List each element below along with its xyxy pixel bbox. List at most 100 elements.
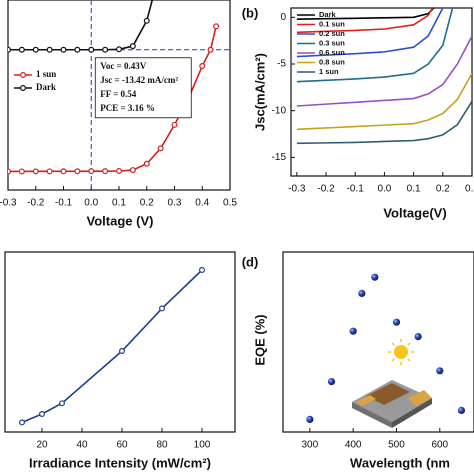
- x-tick-label: 0.0: [377, 184, 391, 195]
- y-tick-label: -15: [272, 152, 287, 163]
- data-point: [18, 168, 25, 175]
- x-tick-label: -0.2: [27, 198, 45, 209]
- plot-area: [19, 267, 206, 426]
- plot-frame: [290, 7, 473, 177]
- data-point: [88, 46, 95, 53]
- plot-area: [296, 8, 472, 145]
- data-point: [392, 318, 401, 326]
- data-point: [159, 305, 166, 312]
- legend-label: 0.8 sun: [319, 57, 345, 66]
- series-line: [21, 269, 203, 424]
- x-tick-label: 400: [345, 440, 362, 451]
- data-point: [60, 168, 67, 175]
- x-tick-label: 0.1: [112, 198, 126, 209]
- series-line: [296, 100, 472, 145]
- electrode: [408, 390, 432, 406]
- legend-label: 1 sun: [319, 67, 339, 76]
- data-point: [115, 46, 122, 53]
- data-point: [143, 160, 150, 167]
- data-point: [171, 121, 178, 128]
- data-point: [102, 168, 109, 175]
- x-tick-label: 80: [156, 440, 168, 451]
- legend-marker: [20, 71, 27, 78]
- legend-label: 0.3 sun: [319, 38, 345, 47]
- series-line: [296, 8, 434, 34]
- series-line: [296, 8, 444, 58]
- plot-frame: [282, 251, 474, 433]
- data-point: [118, 348, 125, 355]
- data-point: [143, 17, 150, 24]
- x-tick-label: 0.0: [84, 198, 98, 209]
- data-point: [38, 411, 45, 418]
- data-point: [129, 43, 136, 50]
- panel-label: (b): [242, 5, 259, 20]
- legend-label: 0.6 sun: [319, 48, 345, 57]
- data-point: [436, 367, 444, 375]
- device-inset: [352, 339, 432, 428]
- data-point: [327, 378, 336, 386]
- data-point: [306, 415, 314, 423]
- x-tick-label: 600: [431, 440, 448, 451]
- series-line: [296, 35, 472, 107]
- panel-label: (d): [242, 254, 259, 269]
- data-point: [18, 46, 25, 53]
- data-point: [157, 145, 164, 152]
- x-tick-label: 500: [388, 440, 405, 451]
- x-axis-label: Voltage(V): [383, 205, 446, 220]
- data-point: [8, 168, 11, 175]
- annotation-box: [94, 57, 192, 119]
- legend-marker: [20, 84, 27, 91]
- x-tick-label: -0.2: [317, 184, 335, 195]
- x-tick-label: 0.1: [407, 184, 421, 195]
- plot-area: [8, 0, 230, 190]
- legend-label: 0.1 sun: [319, 19, 345, 28]
- annotation: PCE = 3.16 %: [100, 103, 155, 113]
- x-tick-label: 20: [36, 440, 48, 451]
- x-axis-label: Voltage (V): [87, 213, 154, 228]
- x-axis-label: Irradiance Intensity (mW/cm²): [29, 455, 211, 470]
- data-point: [58, 400, 65, 407]
- data-point: [88, 168, 95, 175]
- active-layer: [366, 383, 410, 405]
- data-point: [115, 168, 122, 175]
- x-tick-label: 0.3: [168, 198, 182, 209]
- x-tick-label: 0.2: [140, 198, 154, 209]
- x-tick-label: 0.3: [465, 184, 474, 195]
- x-tick-label: 0.4: [195, 198, 209, 209]
- data-point: [207, 46, 214, 53]
- y-tick-label: -5: [277, 59, 286, 70]
- x-tick-label: 100: [194, 440, 211, 451]
- x-tick-label: 300: [302, 440, 319, 451]
- legend-label: Dark: [319, 10, 337, 19]
- data-point: [8, 46, 11, 53]
- x-axis-label: Wavelength (nm: [350, 455, 450, 470]
- data-point: [457, 406, 466, 414]
- annotation: FF = 0.54: [100, 89, 137, 99]
- plot-frame: [4, 251, 236, 433]
- data-point: [129, 167, 136, 174]
- sun-icon: [394, 345, 408, 359]
- data-point: [349, 327, 357, 335]
- x-tick-label: -0.3: [288, 184, 306, 195]
- y-tick-label: -10: [272, 105, 287, 116]
- series-line: [296, 8, 454, 83]
- data-point: [213, 23, 220, 30]
- data-point: [102, 46, 109, 53]
- data-point: [371, 273, 379, 281]
- sun-rays: [388, 339, 414, 365]
- y-axis-label: Jsc(mA/cm²): [252, 53, 267, 131]
- series-line: [8, 0, 154, 51]
- data-point: [74, 168, 81, 175]
- annotation: Jsc = -13.42 mA/cm²: [100, 75, 178, 85]
- data-point: [60, 46, 67, 53]
- legend-label: 1 sun: [36, 69, 56, 79]
- series-line: [296, 8, 435, 20]
- x-tick-label: 40: [76, 440, 88, 451]
- electrode: [356, 395, 376, 406]
- legend-label: 0.2 sun: [319, 29, 345, 38]
- data-point: [46, 46, 53, 53]
- data-point: [414, 333, 422, 341]
- x-tick-label: 0.5: [223, 198, 237, 209]
- data-point: [19, 419, 26, 426]
